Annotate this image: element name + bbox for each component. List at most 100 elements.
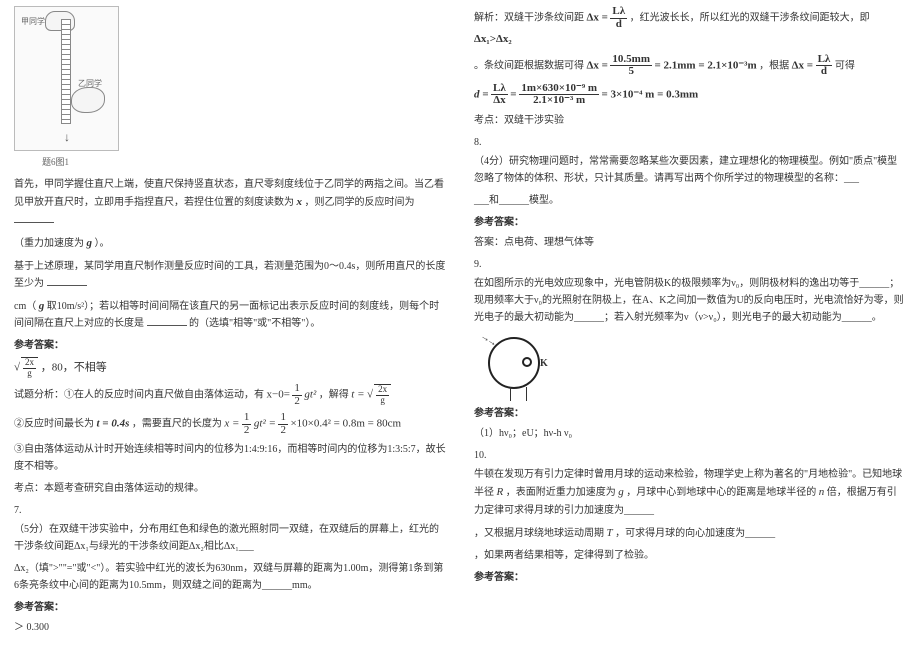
- q7-num: 7.: [14, 502, 446, 519]
- q7sol-l1: 解析：双缝干涉条纹间距 Δx = Lλd ，红光波长长，所以红光的双缝干涉条纹间…: [474, 6, 906, 49]
- x-eq: x =: [224, 418, 239, 430]
- blank: [47, 277, 87, 286]
- l2eq: ×10×0.4² = 0.8m = 80cm: [290, 418, 401, 430]
- d: 2.1×10⁻³ m: [519, 95, 599, 107]
- q10-body: 牛顿在发现万有引力定律时曾用月球的运动来检验，物理学史上称为著名的"月地检验"。…: [474, 466, 906, 519]
- q10-n: n: [819, 486, 825, 498]
- q10-ans-head: 参考答案：: [474, 569, 906, 586]
- sqrt2: √: [367, 389, 373, 401]
- q8-num: 8.: [474, 134, 906, 151]
- q7-fill: Δx₂（填">""="或"<"）。若实验中红光的波长为630nm，双缝与屏幕的距…: [14, 560, 446, 594]
- ruler-shape: [61, 19, 71, 124]
- q10e: ，又根据月球绕地球运动周期: [474, 528, 604, 539]
- q6-para1b: ，则乙同学的反应时间为: [305, 197, 415, 208]
- q6-anal-head: 试题分析：①在人的反应时间内直尺做自由落体运动，有: [14, 390, 264, 401]
- d: g: [376, 396, 389, 405]
- q6-ans-sqrt: √2xg ，80，不相等: [14, 357, 446, 378]
- q6-point: 考点：本题考查研究自由落体运动的规律。: [14, 480, 446, 497]
- q8-body: （4分）研究物理问题时，常常需要忽略某些次要因素，建立理想化的物理模型。例如"质…: [474, 153, 906, 187]
- l2b: ，根据: [759, 60, 789, 71]
- l3calc: = 3×10⁻⁴ m = 0.3mm: [602, 88, 699, 100]
- q10-body2: ，又根据月球绕地球运动周期 T ，可求得月球的向心加速度为______: [474, 524, 906, 543]
- q8-body2: ___和______模型。: [474, 192, 906, 209]
- q7-ans: ＞ 0.300: [14, 619, 446, 636]
- pc-circle: [488, 337, 540, 389]
- den: g: [23, 369, 36, 378]
- q6-para2b: ）。: [95, 238, 110, 249]
- q6-para3: 基于上述原理，某同学用直尺制作测量反应时间的工具，若测量范围为0～0.4s，则所…: [14, 258, 446, 292]
- n: 1: [278, 412, 288, 425]
- q8-ans-head: 参考答案：: [474, 214, 906, 231]
- q6-ans-head: 参考答案：: [14, 337, 446, 354]
- left-column: 甲同学 乙同学 ↓ 题6图1 首先，甲同学握住直尺上端，使直尺保持竖直状态，直尺…: [0, 0, 460, 651]
- q6-ans1a: ，80，不相等: [41, 362, 107, 374]
- n: Lλ: [610, 6, 627, 19]
- blank: [14, 214, 54, 223]
- l2b: ，需要直尺的长度为: [132, 419, 222, 430]
- d-lhs: d =: [474, 88, 489, 100]
- q6-para1: 首先，甲同学握住直尺上端，使直尺保持竖直状态，直尺零刻度线位于乙同学的两指之间。…: [14, 176, 446, 229]
- eq1-mid: ，解得: [319, 390, 349, 401]
- sqrt-inner: 2xg: [21, 357, 38, 378]
- t-eq: t =: [351, 389, 364, 401]
- q10c: ，月球中心到地球中心的距离是地球半径的: [626, 487, 816, 498]
- q6-para3b: cm（ g 取10m/s²）；若以相等时间间隔在该直尺的另一面标记出表示反应时间…: [14, 297, 446, 333]
- q6-g2: g: [39, 300, 45, 312]
- gt2: gt²: [304, 389, 316, 401]
- hand-bottom-shape: [71, 87, 105, 113]
- n: 1: [292, 383, 302, 396]
- d: 2: [242, 425, 252, 437]
- l1a: 解析：双缝干涉条纹间距: [474, 12, 584, 23]
- q10-r: R: [497, 486, 504, 498]
- l2c: 可得: [835, 60, 855, 71]
- pc-lead1: [510, 387, 511, 401]
- sqrt-sign: √: [14, 362, 20, 374]
- pc-k-node: [522, 357, 532, 367]
- q9-num: 9.: [474, 256, 906, 273]
- q6-p3d: 的（选填"相等"或"不相等"）。: [189, 318, 320, 329]
- q9-ans: （1）hν₀；eU；hν-h ν₀: [474, 425, 906, 442]
- q7-ans-head: 参考答案：: [14, 599, 446, 616]
- arrow-down-icon: ↓: [64, 127, 70, 147]
- d: d: [610, 19, 627, 31]
- q6-p3b: cm（: [14, 301, 36, 312]
- d: 5: [610, 66, 652, 78]
- figure-ruler: 甲同学 乙同学 ↓: [14, 6, 119, 151]
- dx3: Δx =: [792, 59, 813, 71]
- q8a: （4分）研究物理问题时，常常需要忽略某些次要因素，建立理想化的物理模型。例如"质…: [474, 156, 897, 184]
- q6-analysis3: ③自由落体运动从计时开始连续相等时间内的位移为1:4:9:16，而相等时间内的位…: [14, 441, 446, 475]
- q6-analysis2: ②反应时间最长为 t = 0.4s ，需要直尺的长度为 x = 12 gt² =…: [14, 412, 446, 436]
- sqrt-inner2: 2xg: [374, 384, 391, 405]
- d: 2: [292, 396, 302, 408]
- q6-g: g: [87, 237, 93, 249]
- q10-T: T: [607, 527, 613, 539]
- q6-x: x: [297, 196, 303, 208]
- q10-body3: ，如果两者结果相等，定律得到了检验。: [474, 547, 906, 564]
- right-column: 解析：双缝干涉条纹间距 Δx = Lλd ，红光波长长，所以红光的双缝干涉条纹间…: [460, 0, 920, 651]
- eq1-lhs: x−0=: [267, 389, 290, 401]
- q10-num: 10.: [474, 447, 906, 464]
- figure-caption: 题6图1: [42, 155, 446, 170]
- l2a: 。条纹间距根据数据可得: [474, 60, 584, 71]
- n: 1: [242, 412, 252, 425]
- q7sol-l3: d = LλΔx = 1m×630×10⁻⁹ m2.1×10⁻³ m = 3×1…: [474, 83, 906, 107]
- d: Δx: [491, 95, 508, 107]
- l2calc: = 2.1mm = 2.1×10⁻³m: [655, 59, 757, 71]
- q7sol-l2: 。条纹间距根据数据可得 Δx = 10.5mm5 = 2.1mm = 2.1×1…: [474, 54, 906, 78]
- label-top: 甲同学: [21, 15, 45, 29]
- dx-eq: Δx =: [587, 11, 608, 23]
- t04: t = 0.4s: [97, 418, 130, 430]
- q10b: ，表面附近重力加速度为: [506, 487, 616, 498]
- blank: [147, 317, 187, 326]
- q9-body: 在如图所示的光电效应现象中，光电管阴极K的极限频率为ν₀，则阴极材料的逸出功等于…: [474, 275, 906, 326]
- q7sol-point: 考点：双缝干涉实验: [474, 112, 906, 129]
- n: 2x: [376, 385, 389, 395]
- l1c: Δx₁>Δx₂: [474, 33, 512, 45]
- pc-k-label: K: [540, 355, 548, 372]
- q6-para2: （重力加速度为 g ）。: [14, 234, 446, 253]
- q8-ans: 答案：点电荷、理想气体等: [474, 234, 906, 251]
- q6-analysis1: 试题分析：①在人的反应时间内直尺做自由落体运动，有 x−0= 12 gt² ，解…: [14, 383, 446, 407]
- d: 2: [278, 425, 288, 437]
- l2a: ②反应时间最长为: [14, 419, 94, 430]
- gt2b: gt² =: [254, 418, 276, 430]
